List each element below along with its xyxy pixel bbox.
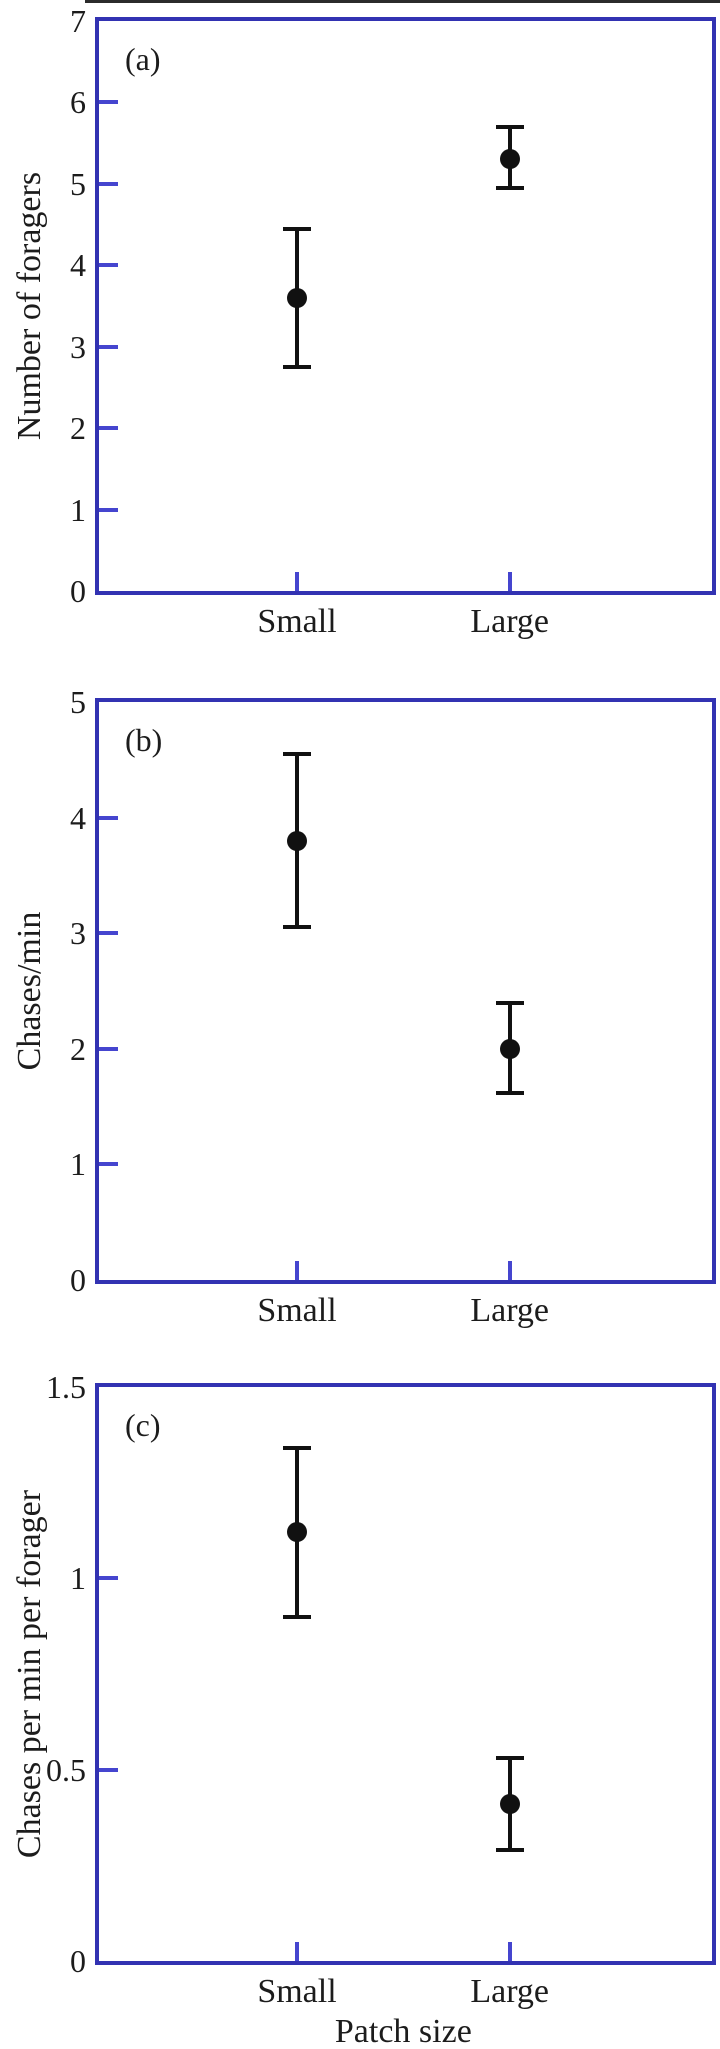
y-tick-label: 3 <box>70 328 86 365</box>
data-point-large <box>499 149 520 170</box>
panel-b-plot-area: (b) <box>95 698 716 1284</box>
error-bar-cap <box>495 1848 524 1853</box>
error-bar-cap <box>282 752 311 757</box>
x-tick-mark <box>507 1942 512 1961</box>
x-category-label-large: Large <box>470 603 550 640</box>
y-tick-label: 5 <box>70 165 86 202</box>
panel-a-plot-area: (a) <box>95 17 716 595</box>
x-tick-mark <box>507 572 512 591</box>
panel-a-y-axis-title: Number of foragers <box>11 171 48 441</box>
data-point-large <box>499 1794 520 1815</box>
data-point-small <box>286 1522 307 1543</box>
y-tick-label: 7 <box>70 3 86 39</box>
panel-c-plot-area: (c) <box>95 1383 716 1965</box>
y-tick-label: 1.5 <box>46 1369 86 1405</box>
error-bar-cap <box>282 925 311 930</box>
y-tick-mark <box>99 263 118 268</box>
error-bar-cap <box>495 185 524 190</box>
x-category-label-small: Small <box>257 1292 337 1329</box>
y-tick-mark <box>99 1767 118 1772</box>
y-tick-mark <box>99 1162 118 1167</box>
x-tick-mark <box>294 572 299 591</box>
panel-c: Chases per min per forager (c) 0 0.5 1 1.5 S… <box>0 1369 720 2035</box>
y-tick-label: 4 <box>70 799 86 836</box>
panel-a-letter: (a) <box>125 41 161 77</box>
panel-a: Number of foragers (a) 0 1 2 3 4 5 6 7 Small Larg… <box>0 3 720 665</box>
y-tick-label: 0.5 <box>46 1751 86 1788</box>
data-point-small <box>286 830 307 851</box>
y-tick-label: 3 <box>70 915 86 952</box>
x-category-label-small: Small <box>257 603 337 640</box>
error-bar-cap <box>495 1000 524 1005</box>
error-bar-cap <box>495 1090 524 1095</box>
y-tick-mark <box>99 100 118 105</box>
y-tick-label: 2 <box>70 410 86 447</box>
error-bar-cap <box>282 1446 311 1451</box>
y-tick-label: 1 <box>70 1146 86 1183</box>
y-tick-label: 1 <box>70 491 86 528</box>
y-tick-mark <box>99 931 118 936</box>
y-tick-mark <box>99 426 118 431</box>
x-category-label-large: Large <box>470 1973 550 2010</box>
y-tick-label: 6 <box>70 84 86 121</box>
error-bar-cap <box>495 124 524 129</box>
x-category-label-large: Large <box>470 1292 550 1329</box>
y-tick-label: 5 <box>70 684 86 720</box>
panel-b-letter: (b) <box>125 722 163 758</box>
y-tick-label: 0 <box>70 1943 86 1979</box>
panel-c-letter: (c) <box>125 1407 161 1443</box>
crop-artifact-line <box>85 0 720 3</box>
panel-b: Chases/min (b) 0 1 2 3 4 5 Small Large <box>0 684 720 1354</box>
x-axis-title: Patch size <box>334 2013 472 2049</box>
y-tick-mark <box>99 815 118 820</box>
x-tick-mark <box>294 1942 299 1961</box>
y-tick-label: 0 <box>70 1262 86 1298</box>
y-tick-mark <box>99 181 118 186</box>
x-category-label-small: Small <box>257 1973 337 2010</box>
error-bar-cap <box>495 1756 524 1761</box>
x-tick-mark <box>294 1261 299 1280</box>
y-tick-label: 2 <box>70 1030 86 1067</box>
error-bar-cap <box>282 226 311 231</box>
error-bar-cap <box>282 1614 311 1619</box>
y-tick-mark <box>99 344 118 349</box>
y-tick-mark <box>99 507 118 512</box>
y-tick-label: 1 <box>70 1560 86 1597</box>
y-tick-label: 4 <box>70 247 86 284</box>
data-point-large <box>499 1038 520 1059</box>
y-tick-label: 0 <box>70 573 86 609</box>
error-bar-cap <box>282 365 311 370</box>
x-tick-mark <box>507 1261 512 1280</box>
y-tick-mark <box>99 1576 118 1581</box>
y-tick-mark <box>99 1046 118 1051</box>
data-point-small <box>286 287 307 308</box>
panel-c-y-axis-title: Chases per min per forager <box>11 1489 48 1859</box>
